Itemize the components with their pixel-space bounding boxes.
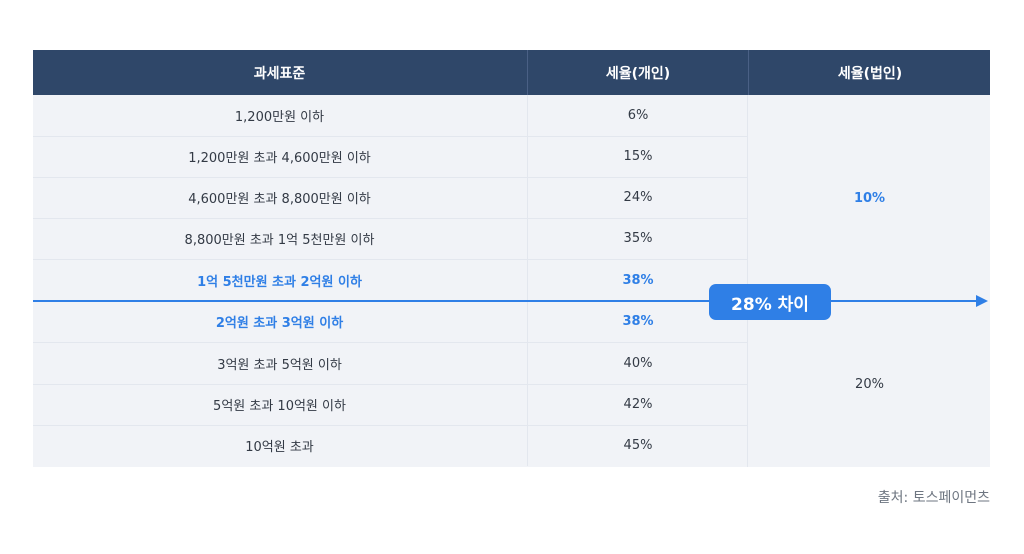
table-row: 1,200만원 이하 6%	[33, 95, 747, 137]
bracket-cell: 10억원 초과	[245, 440, 314, 455]
individual-rate-cell: 6%	[527, 95, 748, 136]
individual-rate-cell: 24%	[527, 177, 748, 218]
individual-rate-cell: 42%	[527, 384, 748, 425]
header-corporate-rate: 세율(법인)	[748, 50, 991, 95]
bracket-cell: 1억 5천만원 초과 2억원 이하	[197, 275, 362, 290]
table-row-highlighted: 1억 5천만원 초과 2억원 이하 38%	[33, 260, 747, 302]
bracket-cell: 2억원 초과 3억원 이하	[215, 316, 344, 331]
individual-rate-cell: 35%	[527, 218, 748, 259]
table-row-highlighted: 2억원 초과 3억원 이하 38%	[33, 301, 747, 343]
table-row: 1,200만원 초과 4,600만원 이하 15%	[33, 136, 747, 178]
individual-rate-cell: 45%	[527, 425, 748, 466]
header-bracket: 과세표준	[253, 65, 306, 82]
table-row: 10억원 초과 45%	[33, 425, 747, 466]
bracket-cell: 1,200만원 이하	[234, 110, 325, 125]
difference-badge: 28% 차이	[709, 284, 831, 320]
bracket-cell: 4,600만원 초과 8,800만원 이하	[188, 192, 371, 207]
tax-rate-table: 과세표준 세율(개인) 세율(법인) 1,200만원 이하 6% 1,200만원…	[33, 50, 990, 467]
bracket-cell: 1,200만원 초과 4,600만원 이하	[188, 151, 371, 166]
table-row: 4,600만원 초과 8,800만원 이하 24%	[33, 177, 747, 219]
difference-divider-line	[33, 300, 978, 302]
corporate-rate-column: 10% 20%	[747, 95, 991, 467]
table-row: 8,800만원 초과 1억 5천만원 이하 35%	[33, 218, 747, 260]
individual-rate-cell: 40%	[527, 343, 748, 384]
header-individual-rate: 세율(개인)	[527, 50, 748, 95]
bracket-cell: 3억원 초과 5억원 이하	[217, 358, 342, 373]
source-caption: 출처: 토스페이먼츠	[877, 490, 990, 506]
table-row: 5억원 초과 10억원 이하 42%	[33, 384, 747, 426]
individual-rate-cell: 38%	[527, 260, 748, 301]
individual-rate-cell: 15%	[527, 136, 748, 177]
arrow-right-icon	[976, 295, 988, 307]
bracket-cell: 5억원 초과 10억원 이하	[213, 399, 346, 414]
table-row: 3억원 초과 5억원 이하 40%	[33, 343, 747, 385]
corporate-rate-upper: 10%	[853, 190, 886, 206]
corporate-rate-lower: 20%	[855, 376, 884, 392]
table-body: 1,200만원 이하 6% 1,200만원 초과 4,600만원 이하 15% …	[33, 95, 990, 467]
individual-rate-cell: 38%	[527, 301, 748, 342]
bracket-cell: 8,800만원 초과 1억 5천만원 이하	[184, 233, 375, 248]
table-header: 과세표준 세율(개인) 세율(법인)	[33, 50, 990, 95]
